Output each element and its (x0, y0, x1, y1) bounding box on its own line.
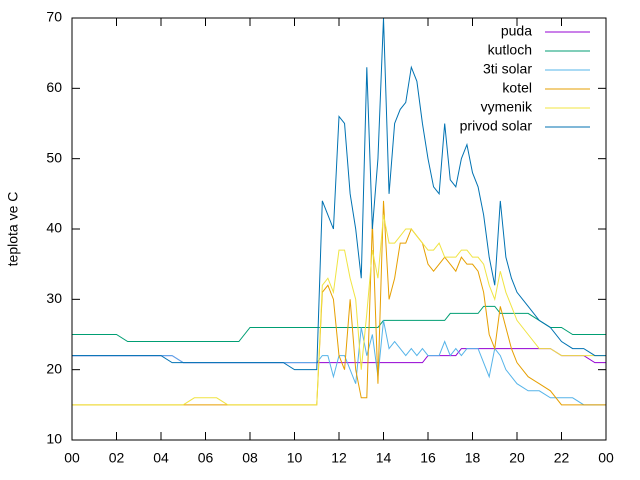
y-tick-label: 40 (46, 220, 62, 236)
legend-label: puda (501, 23, 532, 39)
x-tick-label: 06 (198, 450, 214, 466)
legend-label: vymenik (481, 99, 533, 115)
x-tick-label: 16 (420, 450, 436, 466)
x-tick-label: 10 (287, 450, 303, 466)
x-tick-label: 02 (109, 450, 125, 466)
legend-label: 3ti solar (483, 61, 532, 77)
y-tick-label: 70 (46, 9, 62, 25)
series-line (72, 200, 606, 406)
series-line (72, 305, 606, 343)
x-tick-label: 18 (465, 450, 481, 466)
series-line (72, 214, 606, 406)
legend-label: privod solar (460, 118, 533, 134)
x-tick-label: 12 (331, 450, 347, 466)
y-axis-label: teplota ve C (5, 192, 21, 267)
y-tick-label: 50 (46, 149, 62, 165)
x-tick-label: 00 (64, 450, 80, 466)
plot-border (71, 17, 607, 441)
y-tick-label: 20 (46, 360, 62, 376)
legend-label: kutloch (488, 42, 532, 58)
legend-label: kotel (502, 80, 532, 96)
x-tick-label: 14 (376, 450, 392, 466)
x-tick-label: 20 (509, 450, 525, 466)
x-tick-label: 04 (153, 450, 169, 466)
x-tick-label: 08 (242, 450, 258, 466)
x-tick-label: 00 (598, 450, 614, 466)
series-line (72, 17, 606, 371)
y-tick-label: 30 (46, 290, 62, 306)
x-tick-label: 22 (554, 450, 570, 466)
y-tick-label: 60 (46, 79, 62, 95)
y-tick-label: 10 (46, 431, 62, 447)
